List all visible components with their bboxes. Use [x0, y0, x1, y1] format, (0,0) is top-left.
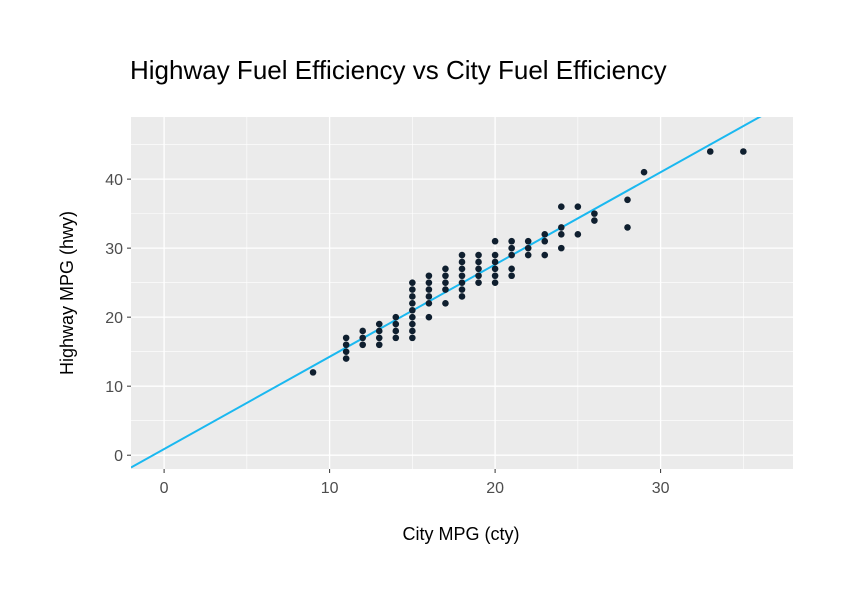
data-point — [392, 334, 400, 342]
data-point — [491, 272, 499, 280]
data-point — [309, 369, 317, 376]
data-point — [541, 231, 549, 238]
data-point — [475, 272, 482, 280]
data-point — [524, 237, 532, 245]
data-point — [558, 203, 565, 211]
data-point — [624, 224, 631, 231]
data-point — [392, 320, 400, 328]
data-point — [475, 279, 482, 286]
data-point — [409, 334, 416, 342]
data-point — [591, 217, 598, 224]
data-point — [541, 251, 549, 259]
data-point — [458, 258, 466, 266]
data-point — [409, 327, 416, 335]
data-point — [458, 293, 466, 300]
data-point — [359, 327, 367, 335]
data-point — [342, 355, 350, 362]
data-point — [359, 341, 367, 349]
data-point — [375, 334, 383, 342]
data-point — [375, 320, 383, 328]
x-tick-label: 20 — [486, 480, 504, 497]
data-point — [591, 210, 598, 217]
data-point — [458, 286, 466, 293]
y-tick-label: 40 — [105, 172, 123, 189]
data-point — [409, 313, 416, 321]
data-point — [458, 279, 466, 286]
data-point — [442, 272, 449, 280]
data-point — [508, 251, 515, 259]
data-point — [442, 286, 449, 293]
x-axis-title: City MPG (cty) — [403, 524, 520, 544]
data-point — [409, 286, 416, 293]
data-point — [342, 341, 350, 349]
data-point — [706, 148, 714, 155]
data-point — [425, 272, 433, 280]
data-point — [442, 279, 449, 286]
y-tick-label: 20 — [105, 310, 123, 327]
plot-panel — [131, 117, 793, 469]
data-point — [392, 313, 400, 321]
data-point — [409, 293, 416, 300]
data-point — [491, 265, 499, 273]
data-point — [624, 196, 631, 204]
data-point — [541, 237, 549, 245]
data-point — [491, 279, 499, 286]
data-point — [558, 244, 565, 252]
x-axis: 0 10 20 30 — [160, 469, 670, 497]
data-point — [640, 168, 648, 176]
data-point — [409, 300, 416, 307]
data-point — [508, 244, 515, 252]
data-point — [442, 300, 449, 307]
y-axis-title: Highway MPG (hwy) — [57, 211, 77, 375]
data-point — [342, 334, 350, 342]
data-point — [574, 203, 582, 211]
data-point — [458, 272, 466, 280]
data-point — [425, 300, 433, 307]
data-point — [409, 279, 416, 286]
x-tick-label: 0 — [160, 480, 169, 497]
data-point — [491, 251, 499, 259]
data-point — [458, 265, 466, 273]
data-point — [491, 237, 499, 245]
data-point — [409, 320, 416, 328]
y-tick-label: 0 — [114, 448, 123, 465]
x-tick-label: 30 — [652, 480, 670, 497]
data-point — [524, 244, 532, 252]
data-point — [342, 348, 350, 355]
y-tick-label: 30 — [105, 241, 123, 258]
data-point — [475, 265, 482, 273]
data-point — [558, 224, 565, 231]
data-point — [508, 237, 515, 245]
data-point — [425, 313, 433, 321]
y-tick-label: 10 — [105, 379, 123, 396]
chart-title: Highway Fuel Efficiency vs City Fuel Eff… — [130, 55, 667, 85]
data-point — [740, 148, 747, 155]
data-point — [508, 265, 515, 273]
plot-content — [131, 117, 762, 469]
data-point — [442, 265, 449, 273]
data-point — [508, 272, 515, 280]
data-point — [475, 258, 482, 266]
data-point — [558, 231, 565, 238]
data-point — [425, 286, 433, 293]
data-point — [359, 334, 367, 342]
data-point — [458, 251, 466, 259]
data-point — [425, 293, 433, 300]
data-point — [491, 258, 499, 266]
data-point — [425, 279, 433, 286]
data-point — [524, 251, 532, 259]
data-point — [409, 306, 416, 314]
plot-background — [131, 117, 793, 469]
data-point — [475, 251, 482, 259]
x-tick-label: 10 — [321, 480, 339, 497]
data-point — [392, 327, 400, 335]
y-axis: 0 10 20 30 40 — [105, 172, 131, 465]
data-point — [574, 231, 582, 238]
data-point — [375, 327, 383, 335]
data-point — [375, 341, 383, 349]
